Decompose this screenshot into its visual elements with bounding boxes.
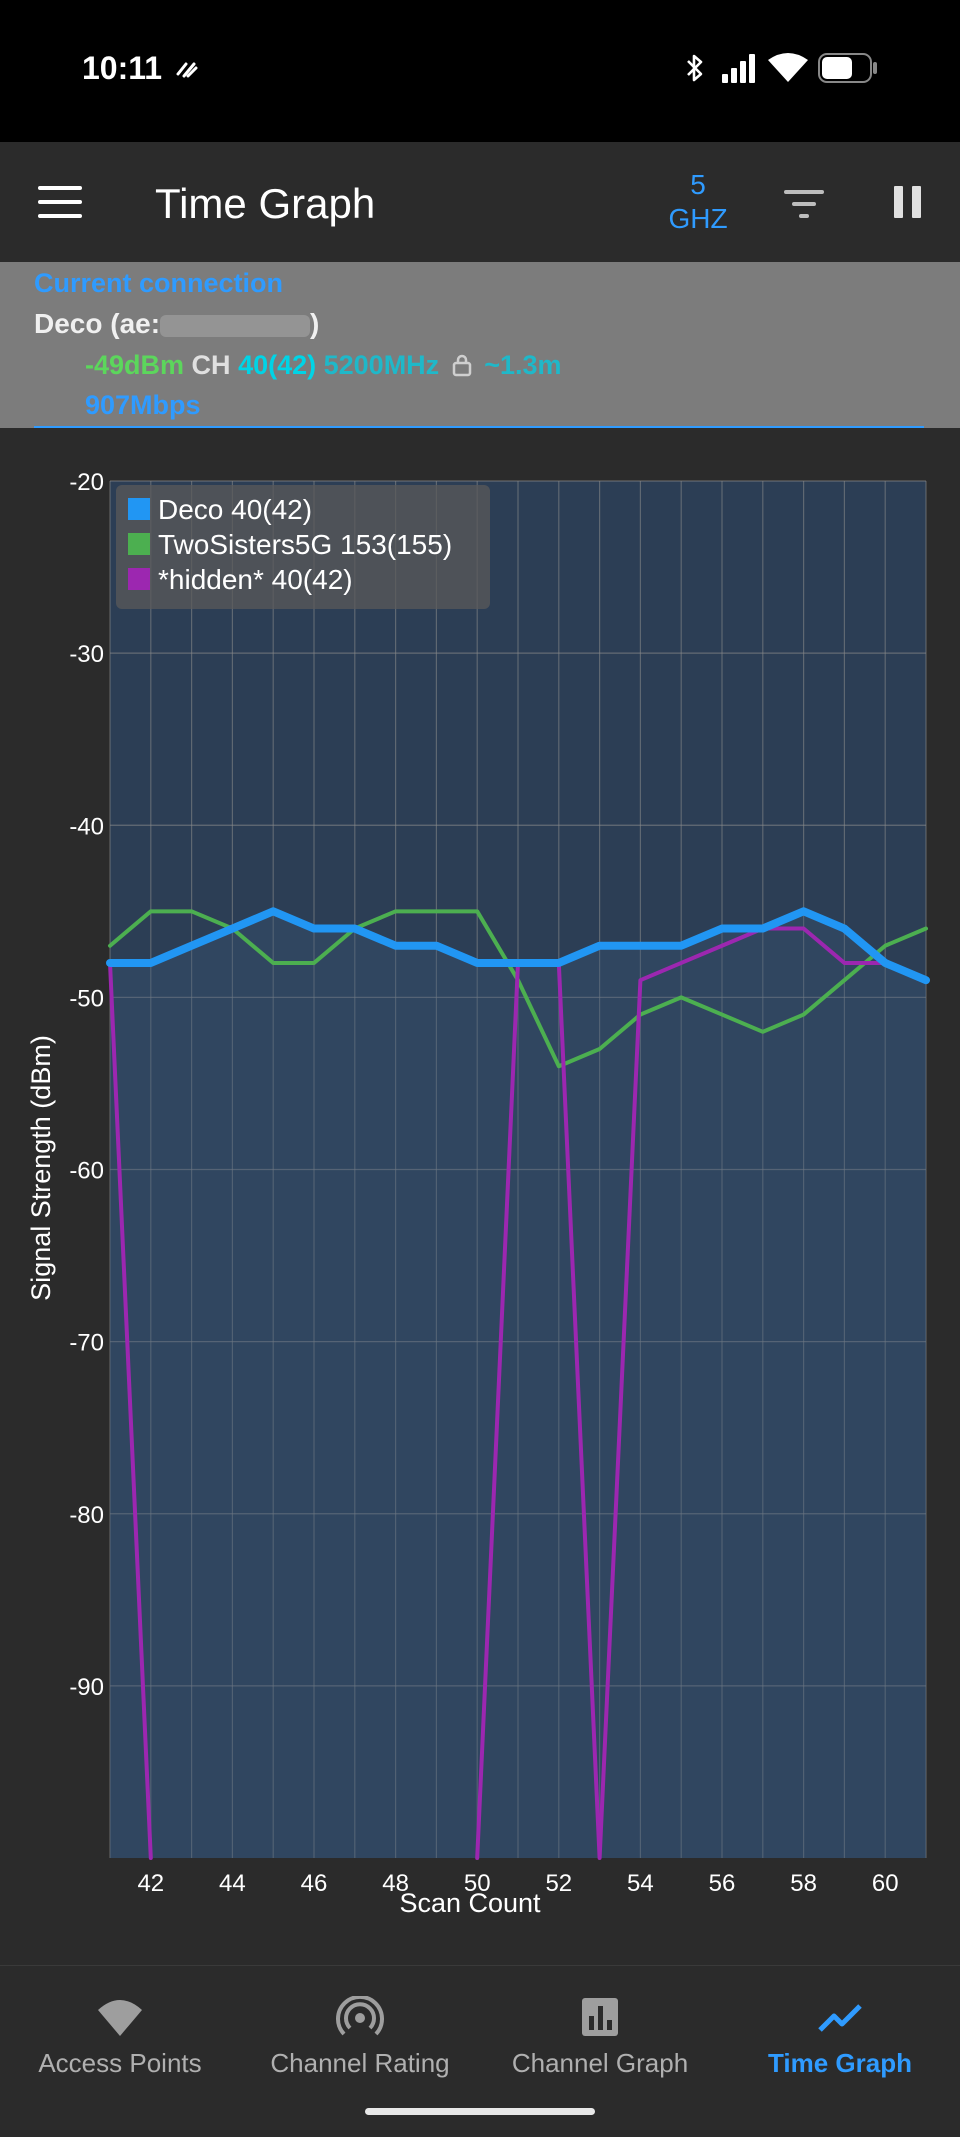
filter-icon[interactable] <box>782 186 826 222</box>
nav-time-graph-label: Time Graph <box>767 2048 912 2078</box>
nav-channel-graph-label: Channel Graph <box>511 2048 689 2078</box>
wifi-signal-icon <box>98 2000 142 2036</box>
nav-channel-graph[interactable]: Channel Graph <box>480 1966 720 2088</box>
status-time: 10:11 <box>82 50 163 86</box>
y-tick-label: -50 <box>69 985 104 1012</box>
legend-label: *hidden* 40(42) <box>158 564 353 595</box>
band-number: 5 <box>690 169 706 200</box>
current-connection-panel: Current connection Deco (ae:) -49dBm CH … <box>0 262 960 428</box>
y-tick-label: -70 <box>69 1330 104 1357</box>
frequency: 5200MHz <box>323 350 440 380</box>
legend-label: Deco 40(42) <box>158 494 312 525</box>
series-lines <box>106 907 930 1860</box>
bluetooth-icon <box>687 54 703 82</box>
bottom-navigation: Access Points Channel Rating Channel Gra… <box>0 1965 960 2088</box>
legend-swatch <box>128 498 150 520</box>
legend-swatch <box>128 533 150 555</box>
wifi-icon <box>768 53 808 82</box>
band-unit: GHZ <box>668 203 728 234</box>
legend-box <box>116 485 490 609</box>
link-rate: 907Mbps <box>85 390 201 420</box>
nav-access-points-label: Access Points <box>38 2048 202 2078</box>
y-tick-label: -20 <box>69 469 104 496</box>
x-tick-label: 44 <box>219 1870 246 1897</box>
y-tick-label: -80 <box>69 1502 104 1529</box>
legend-label: TwoSisters5G 153(155) <box>158 529 452 560</box>
x-tick-label: 48 <box>382 1870 409 1897</box>
channel-label: CH <box>191 350 231 380</box>
connection-divider <box>34 426 924 428</box>
battery-icon <box>818 53 877 83</box>
radar-icon <box>336 1996 384 2036</box>
x-tick-label: 60 <box>872 1870 899 1897</box>
nav-access-points[interactable]: Access Points <box>0 1966 240 2088</box>
bar-chart-icon <box>582 1998 618 2036</box>
redacted-mac <box>160 314 311 337</box>
signal-strength: -49dBm <box>85 350 185 380</box>
axis-ticks: -20 -30 -40 -50 -60 -70 -80 -90 42 44 46 48 50 52 54 56… <box>69 469 898 1897</box>
nav-channel-rating-label: Channel Rating <box>270 2048 450 2078</box>
x-tick-label: 52 <box>545 1870 572 1897</box>
area-fill <box>110 911 926 1858</box>
page-title: Time Graph <box>155 180 376 227</box>
x-tick-label: 54 <box>627 1870 654 1897</box>
status-bar: 10:11 <box>0 0 960 142</box>
connection-details: -49dBm CH 40(42) 5200MHz ~1.3m <box>85 350 562 381</box>
connection-heading: Current connection <box>34 268 284 298</box>
home-indicator <box>365 2108 595 2115</box>
y-tick-label: -60 <box>69 1158 104 1185</box>
hamburger-menu-icon[interactable] <box>38 186 82 218</box>
distance: ~1.3m <box>484 350 562 380</box>
x-tick-label: 56 <box>709 1870 736 1897</box>
deco-area <box>110 911 926 1858</box>
y-axis-label: Signal Strength (dBm) <box>26 1035 56 1301</box>
legend: Deco 40(42) TwoSisters5G 153(155) *hidden*… <box>116 485 490 609</box>
chart-svg: -20 -30 -40 -50 -60 -70 -80 -90 42 44 46 48 50 52 54 56… <box>26 469 930 1918</box>
nav-time-graph[interactable]: Time Graph <box>720 1966 960 2088</box>
app-bar: Time Graph 5 GHZ <box>0 142 960 262</box>
lock-icon <box>452 354 471 377</box>
time-graph-chart: -20 -30 -40 -50 -60 -70 -80 -90 42 44 46 48 50 52 54 56… <box>0 428 960 1965</box>
x-tick-label: 42 <box>137 1870 164 1897</box>
pause-icon[interactable] <box>892 186 924 220</box>
y-tick-label: -40 <box>69 813 104 840</box>
band-toggle-button[interactable]: 5 GHZ <box>660 168 736 236</box>
x-tick-label: 46 <box>301 1870 328 1897</box>
trending-line-icon <box>818 2004 862 2032</box>
x-tick-label: 50 <box>464 1870 491 1897</box>
y-tick-label: -90 <box>69 1674 104 1701</box>
connection-name-prefix: Deco (ae: <box>34 308 161 339</box>
y-tick-label: -30 <box>69 641 104 668</box>
x-axis-label: Scan Count <box>399 1888 541 1918</box>
series-line-0 <box>106 907 930 985</box>
grid <box>109 480 927 1858</box>
connection-name: Deco (ae:) <box>34 308 319 340</box>
legend-swatch <box>128 568 150 590</box>
channel-value: 40(42) <box>238 350 317 380</box>
nav-channel-rating[interactable]: Channel Rating <box>240 1966 480 2088</box>
x-tick-label: 58 <box>790 1870 817 1897</box>
sync-icon <box>176 62 198 78</box>
connection-name-suffix: ) <box>310 308 320 339</box>
cellular-signal-icon <box>722 54 755 83</box>
